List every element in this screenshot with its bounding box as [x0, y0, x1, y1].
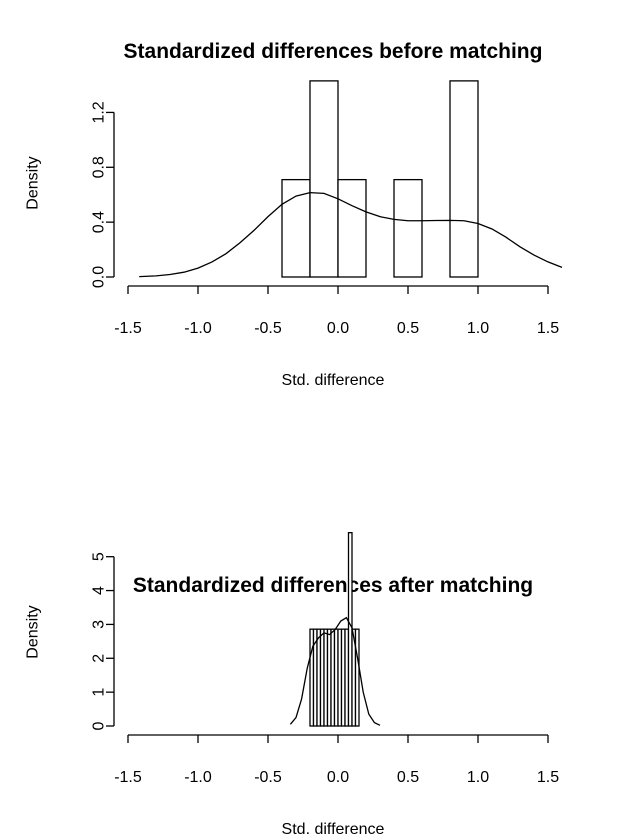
- before-x-axis-label: Std. difference: [282, 372, 385, 389]
- before-y-tick-label: 0.4: [91, 211, 108, 233]
- after-y-tick-label: 4: [91, 586, 108, 595]
- after-x-tick-label: 1.5: [537, 769, 559, 786]
- before-y-axis-label: Density: [25, 156, 42, 209]
- before-x-tick-label: -1.5: [114, 320, 142, 337]
- after-chart-title: Standardized differences after matching: [133, 574, 533, 597]
- before-y-tick-label: 0.0: [91, 266, 108, 288]
- before-histogram-bar: [449, 80, 479, 278]
- before-histogram-bar: [393, 178, 423, 278]
- after-x-tick-label: -1.0: [184, 769, 212, 786]
- before-density-curve: [139, 192, 563, 278]
- after-density-curve: [289, 616, 381, 726]
- after-x-axis-label: Std. difference: [282, 821, 385, 838]
- before-x-tick-label: 0.0: [327, 320, 349, 337]
- after-y-tick-label: 2: [91, 654, 108, 663]
- after-y-tick-label: 5: [91, 552, 108, 561]
- after-y-tick-label: 3: [91, 620, 108, 629]
- after-x-tick-label: 1.0: [467, 769, 489, 786]
- after-y-tick-label: 0: [91, 721, 108, 730]
- before-histogram-bar: [309, 80, 339, 278]
- before-histogram-bar: [337, 178, 367, 278]
- after-y-axis-label: Density: [25, 605, 42, 658]
- after-x-tick-label: 0.0: [327, 769, 349, 786]
- before-y-tick-label: 1.2: [91, 101, 108, 123]
- after-y-tick-label: 1: [91, 688, 108, 697]
- before-x-tick-label: -0.5: [254, 320, 282, 337]
- before-x-tick-label: 1.0: [467, 320, 489, 337]
- before-x-tick-label: 1.5: [537, 320, 559, 337]
- after-x-tick-label: 0.5: [397, 769, 419, 786]
- before-y-tick-label: 0.8: [91, 156, 108, 178]
- after-histogram-bar: [354, 628, 360, 727]
- after-x-tick-label: -0.5: [254, 769, 282, 786]
- before-x-tick-label: -1.0: [184, 320, 212, 337]
- before-x-tick-label: 0.5: [397, 320, 419, 337]
- before-chart-title: Standardized differences before matching: [124, 40, 543, 63]
- after-x-tick-label: -1.5: [114, 769, 142, 786]
